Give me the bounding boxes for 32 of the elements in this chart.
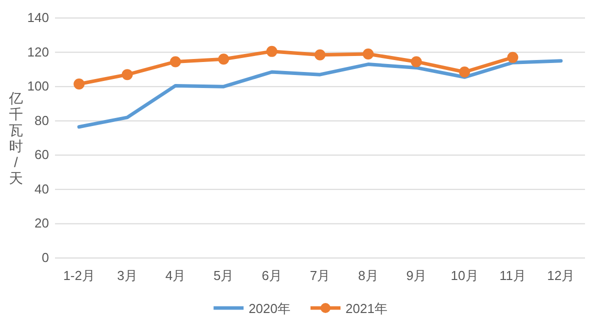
x-tick-label: 4月: [165, 268, 186, 283]
point: [410, 56, 422, 68]
point: [507, 52, 518, 63]
y-tick-label: 40: [34, 181, 49, 196]
point: [170, 56, 181, 68]
x-tick-label: 12月: [547, 268, 575, 283]
point: [314, 49, 326, 60]
x-tick-label: 11月: [499, 268, 526, 283]
y-tick-label: 140: [27, 10, 49, 25]
x-tick-label: 9月: [406, 268, 426, 283]
x-tick-label: 6月: [262, 268, 282, 283]
x-tick-label: 7月: [310, 268, 330, 283]
legend-label: 2021年: [346, 301, 388, 316]
x-tick-label: 5月: [214, 268, 234, 283]
y-tick-label: 0: [42, 250, 49, 265]
point: [459, 66, 470, 78]
y-tick-label: 100: [27, 78, 49, 94]
y-tick-label: 80: [34, 112, 49, 128]
x-tick-label: 8月: [358, 268, 378, 283]
x-tick-label: 3月: [117, 268, 138, 283]
point: [266, 46, 278, 57]
x-tick-label: 10月: [450, 268, 478, 283]
point: [218, 54, 230, 65]
y-tick-label: 120: [27, 44, 49, 60]
y-tick-label: 20: [34, 216, 49, 231]
y-tick-label: 60: [34, 147, 49, 162]
legend-label: 2020年: [248, 301, 290, 316]
y-axis-title: 亿千瓦时/天: [8, 90, 23, 186]
point: [74, 78, 85, 90]
point: [362, 48, 374, 60]
x-tick-label: 1-2月: [63, 268, 95, 283]
point: [122, 69, 133, 80]
